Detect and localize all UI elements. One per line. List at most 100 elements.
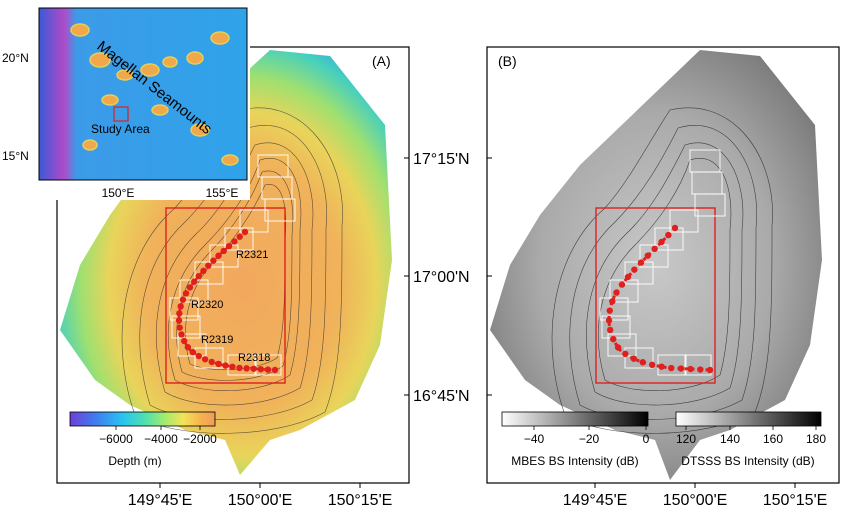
panel-a-lon-2: 150°00'E [228,492,293,509]
sample-point [181,337,188,345]
mbes-colorbar [501,411,649,427]
sample-point-b [668,364,675,372]
sample-point [179,296,187,303]
sample-point-b [631,266,638,273]
sample-point-b [614,344,622,351]
panel-b-lon-ticks [594,483,796,488]
sample-point [236,364,243,372]
inset-lon-1: 150°E [102,186,135,200]
sample-point [231,238,238,245]
bathymetry-coverage [60,50,392,475]
sample-point-b [618,281,626,288]
panel-a-label: (A) [372,53,391,69]
mbes-tick-1: −40 [524,432,545,446]
depth-tick-1: −6000 [99,432,133,446]
mbes-colorbar-ticks [533,426,647,430]
panel-b: (B) −40 −20 0 MBES BS Intensity (dB) 120… [486,46,840,509]
inset-seamounts [70,23,239,166]
sample-point [241,228,249,236]
dtsss-colorbar-label: DTSSS BS Intensity (dB) [681,454,814,468]
sample-point-b [605,317,613,324]
panel-b-lat-ticks [487,157,492,396]
survey-tiles [169,154,296,376]
sample-point-b [648,361,656,369]
sample-point-b [609,298,616,305]
sample-point [215,252,222,259]
sample-point-b [706,366,714,374]
dtsss-tick-1: 120 [676,432,696,446]
inset-lat-2: 15°N [2,149,29,163]
survey-label-r2318: R2318 [238,352,270,364]
sample-point [225,242,233,250]
panel-b-lon-3: 150°15'E [763,492,828,509]
sample-point-b [658,238,665,246]
mbes-tick-2: −20 [579,432,600,446]
sample-point-b [639,359,646,366]
sample-point [208,358,215,366]
sample-point [243,365,250,372]
survey-label-r2319: R2319 [201,334,233,346]
sample-point [250,365,257,372]
sample-point-b [671,224,679,232]
depth-colorbar [69,411,216,427]
sample-point [191,278,198,285]
panel-a-lon-3: 150°15'E [328,492,393,509]
sample-point [182,290,190,297]
survey-label-r2321: R2321 [236,249,268,261]
sample-point [184,343,192,351]
study-box [165,207,286,384]
sample-point-b [644,252,651,259]
panel-b-lon-1: 149°45'E [563,492,628,509]
dtsss-colorbar-ticks [685,426,817,430]
sample-point [186,284,194,291]
sample-point [205,262,212,269]
depth-tick-3: −2000 [183,432,217,446]
sample-point-b [677,365,685,372]
sample-point-b [687,365,694,373]
dtsss-colorbar [675,411,822,427]
sample-point-b [606,326,614,334]
sample-point [220,247,227,255]
sample-point [222,362,229,369]
sample-point-b [637,259,645,266]
sample-point [175,317,183,324]
sample-point-b [697,366,704,373]
panel-a-lat-3: 16°45'N [413,388,470,405]
sample-point-b [665,231,672,239]
backscatter-coverage [490,50,822,480]
sample-point [195,352,202,360]
study-box-b [595,207,716,384]
sample-point [271,366,279,374]
sample-point [264,366,272,373]
inset-lat-1: 20°N [2,51,29,65]
sample-point [200,267,207,275]
sample-point-b [630,355,637,362]
sample-point [177,303,184,310]
sample-point [189,348,197,356]
inset-lon-2: 155°E [206,186,239,200]
sample-point [215,360,222,368]
dtsss-tick-2: 140 [720,432,740,446]
sample-point-b [624,273,632,281]
depth-tick-2: −4000 [144,432,178,446]
sample-point-b [610,335,617,343]
dtsss-tick-3: 160 [763,432,783,446]
sample-point-b [651,245,658,253]
sample-point [236,233,243,240]
panel-a-lat-ticks [404,157,409,396]
sample-point-b [606,307,613,314]
sample-point [257,365,264,373]
sample-point [229,363,236,371]
inset-study-label: Study Area [91,122,150,136]
sample-point [176,310,183,317]
mbes-colorbar-label: MBES BS Intensity (dB) [511,454,638,468]
sample-point [178,331,185,338]
depth-colorbar-label: Depth (m) [108,454,161,468]
inset-map: Magellan Seamounts Study Area 20°N 15°N … [0,0,250,200]
panel-a-lat-1: 17°15'N [413,151,470,168]
sample-point [176,324,183,331]
panel-b-label: (B) [498,53,517,69]
sample-point-b [658,363,665,370]
panel-a-lon-ticks [159,483,361,488]
